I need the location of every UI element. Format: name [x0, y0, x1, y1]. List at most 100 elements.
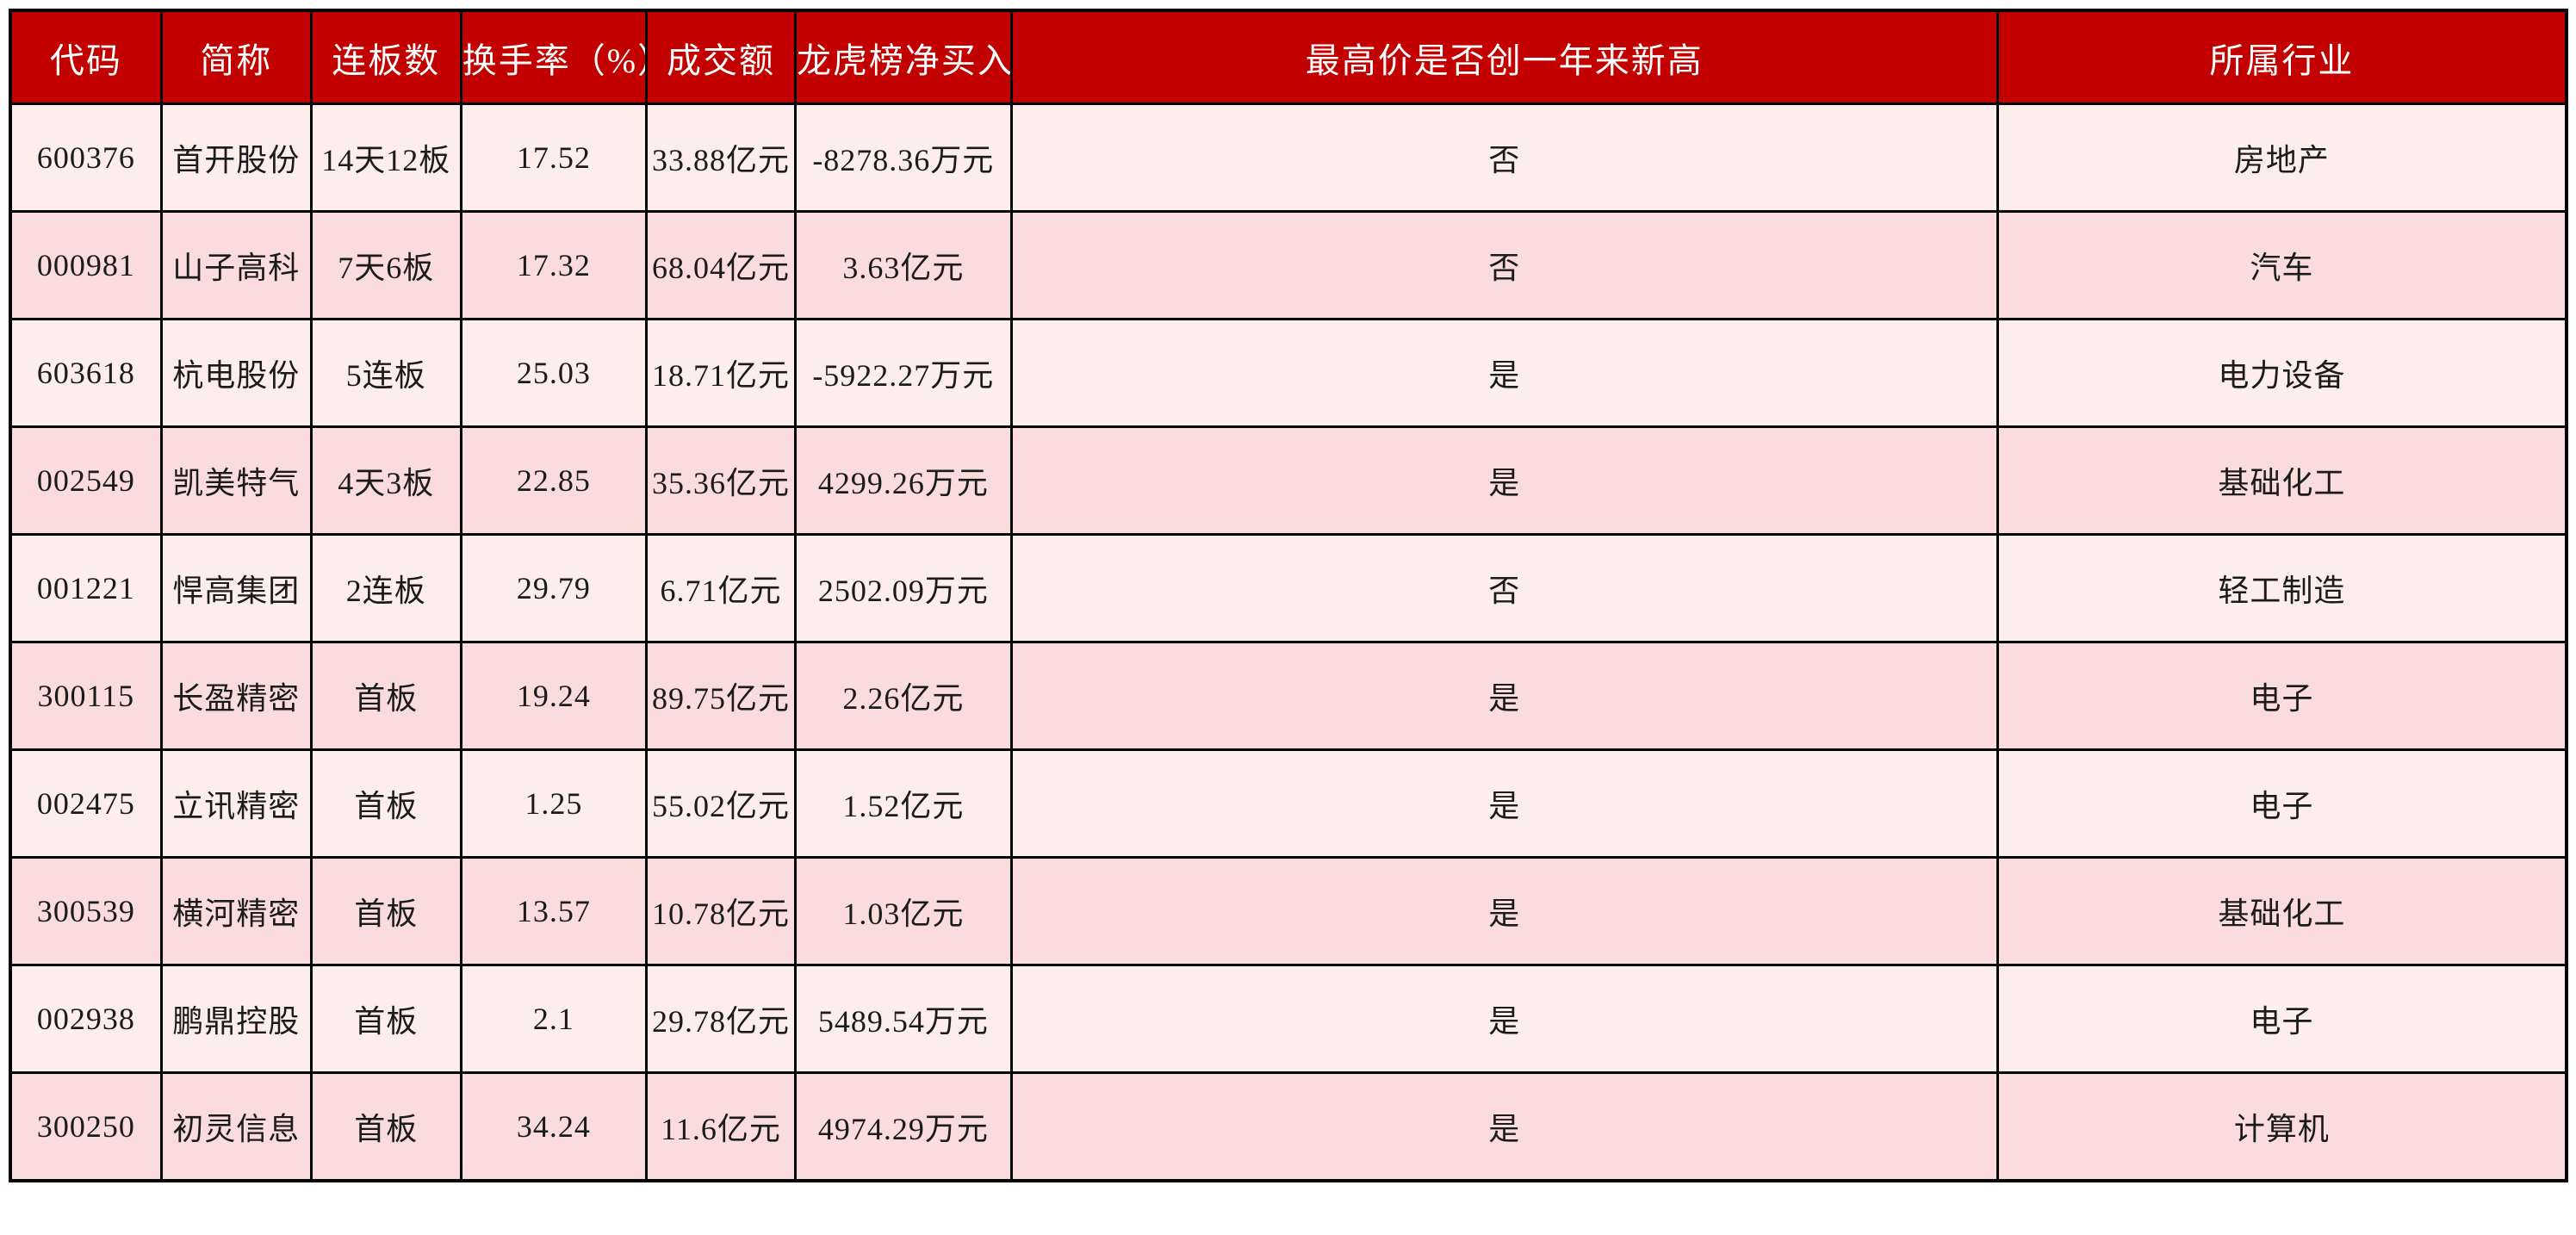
column-header-amount: 成交额: [645, 9, 797, 105]
column-header-turnover-rate: 换手率（%）: [459, 9, 649, 105]
cell-name: 长盈精密: [159, 641, 313, 751]
cell-turnover-rate: 1.25: [459, 748, 649, 859]
cell-turnover-rate: 29.79: [459, 533, 649, 643]
cell-new-high: 否: [1009, 210, 1999, 320]
column-header-code: 代码: [9, 9, 163, 105]
column-header-name: 简称: [159, 9, 313, 105]
cell-new-high: 是: [1009, 425, 1999, 536]
cell-sector: 电子: [1996, 641, 2568, 751]
cell-new-high: 是: [1009, 856, 1999, 966]
cell-boards: 7天6板: [309, 210, 462, 320]
cell-sector: 基础化工: [1996, 425, 2568, 536]
cell-boards: 5连板: [309, 318, 462, 428]
table-header-row: 代码 简称 连板数 换手率（%） 成交额 龙虎榜净买入额 最高价是否创一年来新高…: [9, 9, 2568, 105]
cell-code: 001221: [9, 533, 163, 643]
cell-new-high: 是: [1009, 641, 1999, 751]
cell-name: 凯美特气: [159, 425, 313, 536]
cell-name: 首开股份: [159, 102, 313, 213]
cell-net-buy: 4299.26万元: [793, 425, 1013, 536]
cell-sector: 电子: [1996, 964, 2568, 1074]
cell-name: 杭电股份: [159, 318, 313, 428]
table-body: 600376 首开股份 14天12板 17.52 33.88亿元 -8278.36万元否房…: [9, 102, 2568, 1182]
cell-net-buy: -5922.27万元: [793, 318, 1013, 428]
cell-sector: 基础化工: [1996, 856, 2568, 966]
cell-net-buy: -8278.36万元: [793, 102, 1013, 213]
table-row: 002938 鹏鼎控股 首板 2.1 29.78亿元 5489.54万元是电子: [9, 964, 2568, 1074]
cell-amount: 68.04亿元: [645, 210, 797, 320]
cell-turnover-rate: 2.1: [459, 964, 649, 1074]
cell-amount: 55.02亿元: [645, 748, 797, 859]
cell-amount: 29.78亿元: [645, 964, 797, 1074]
stock-table: 代码 简称 连板数 换手率（%） 成交额 龙虎榜净买入额 最高价是否创一年来新高…: [9, 9, 2568, 1182]
cell-net-buy: 3.63亿元: [793, 210, 1013, 320]
table-row: 600376 首开股份 14天12板 17.52 33.88亿元 -8278.36万元否房…: [9, 102, 2568, 213]
cell-code: 002938: [9, 964, 163, 1074]
column-header-boards: 连板数: [309, 9, 462, 105]
cell-code: 002475: [9, 748, 163, 859]
cell-amount: 6.71亿元: [645, 533, 797, 643]
cell-name: 立讯精密: [159, 748, 313, 859]
cell-boards: 4天3板: [309, 425, 462, 536]
cell-new-high: 是: [1009, 964, 1999, 1074]
cell-new-high: 是: [1009, 318, 1999, 428]
cell-name: 悍高集团: [159, 533, 313, 643]
cell-code: 600376: [9, 102, 163, 213]
table-row: 001221 悍高集团 2连板 29.79 6.71亿元 2502.09万元否轻工制造: [9, 533, 2568, 643]
cell-new-high: 否: [1009, 533, 1999, 643]
table-row: 300539 横河精密 首板 13.57 10.78亿元 1.03亿元是基础化工: [9, 856, 2568, 966]
cell-sector: 电力设备: [1996, 318, 2568, 428]
table-row: 002549 凯美特气 4天3板 22.85 35.36亿元 4299.26万元是基础化工: [9, 425, 2568, 536]
cell-boards: 首板: [309, 1071, 462, 1182]
cell-code: 603618: [9, 318, 163, 428]
cell-sector: 汽车: [1996, 210, 2568, 320]
cell-code: 300539: [9, 856, 163, 966]
cell-name: 山子高科: [159, 210, 313, 320]
cell-amount: 35.36亿元: [645, 425, 797, 536]
cell-sector: 房地产: [1996, 102, 2568, 213]
cell-name: 初灵信息: [159, 1071, 313, 1182]
cell-net-buy: 2502.09万元: [793, 533, 1013, 643]
cell-turnover-rate: 25.03: [459, 318, 649, 428]
cell-sector: 电子: [1996, 748, 2568, 859]
cell-new-high: 否: [1009, 102, 1999, 213]
table-row: 603618 杭电股份 5连板 25.03 18.71亿元 -5922.27万元是电力设备: [9, 318, 2568, 428]
cell-boards: 2连板: [309, 533, 462, 643]
cell-code: 300115: [9, 641, 163, 751]
cell-boards: 首板: [309, 641, 462, 751]
column-header-sector: 所属行业: [1996, 9, 2568, 105]
stock-table-container: 代码 简称 连板数 换手率（%） 成交额 龙虎榜净买入额 最高价是否创一年来新高…: [9, 9, 2568, 1226]
cell-turnover-rate: 34.24: [459, 1071, 649, 1182]
cell-amount: 10.78亿元: [645, 856, 797, 966]
cell-net-buy: 1.03亿元: [793, 856, 1013, 966]
cell-turnover-rate: 17.52: [459, 102, 649, 213]
table-row: 002475 立讯精密 首板 1.25 55.02亿元 1.52亿元是电子: [9, 748, 2568, 859]
cell-turnover-rate: 13.57: [459, 856, 649, 966]
cell-amount: 18.71亿元: [645, 318, 797, 428]
cell-turnover-rate: 19.24: [459, 641, 649, 751]
cell-net-buy: 1.52亿元: [793, 748, 1013, 859]
cell-new-high: 是: [1009, 748, 1999, 859]
cell-code: 000981: [9, 210, 163, 320]
table-row: 300115 长盈精密 首板 19.24 89.75亿元 2.26亿元是电子: [9, 641, 2568, 751]
cell-amount: 33.88亿元: [645, 102, 797, 213]
cell-turnover-rate: 22.85: [459, 425, 649, 536]
cell-boards: 首板: [309, 856, 462, 966]
cell-amount: 11.6亿元: [645, 1071, 797, 1182]
table-row: 300250 初灵信息 首板 34.24 11.6亿元 4974.29万元是计算机: [9, 1071, 2568, 1182]
cell-net-buy: 2.26亿元: [793, 641, 1013, 751]
cell-sector: 计算机: [1996, 1071, 2568, 1182]
column-header-net-buy: 龙虎榜净买入额: [793, 9, 1013, 105]
cell-net-buy: 5489.54万元: [793, 964, 1013, 1074]
table-header: 代码 简称 连板数 换手率（%） 成交额 龙虎榜净买入额 最高价是否创一年来新高…: [9, 9, 2568, 105]
cell-code: 002549: [9, 425, 163, 536]
cell-code: 300250: [9, 1071, 163, 1182]
cell-name: 横河精密: [159, 856, 313, 966]
cell-boards: 14天12板: [309, 102, 462, 213]
cell-name: 鹏鼎控股: [159, 964, 313, 1074]
cell-boards: 首板: [309, 964, 462, 1074]
cell-boards: 首板: [309, 748, 462, 859]
cell-amount: 89.75亿元: [645, 641, 797, 751]
table-row: 000981 山子高科 7天6板 17.32 68.04亿元 3.63亿元否汽车: [9, 210, 2568, 320]
cell-turnover-rate: 17.32: [459, 210, 649, 320]
cell-new-high: 是: [1009, 1071, 1999, 1182]
